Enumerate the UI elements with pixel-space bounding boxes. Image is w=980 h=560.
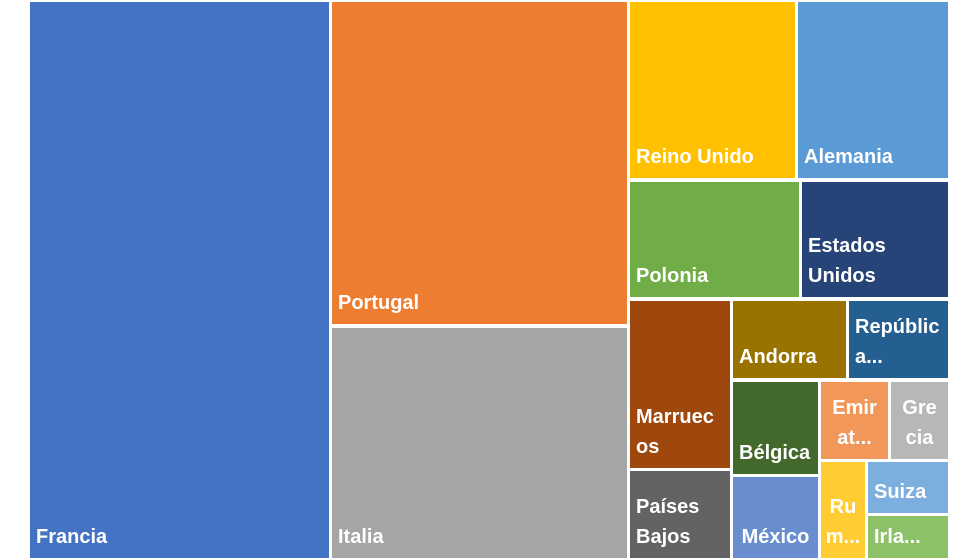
treemap-tile-label: Italia bbox=[338, 526, 384, 548]
treemap-tile-label: Países Bajos bbox=[636, 496, 700, 548]
treemap-tile-label: Irla... bbox=[874, 526, 921, 548]
treemap-tile: Emir at... bbox=[819, 380, 890, 461]
treemap-tile-label: Polonia bbox=[636, 265, 709, 287]
treemap-tile: Repúblic a... bbox=[847, 299, 950, 380]
treemap-tile: Irla... bbox=[866, 514, 950, 560]
treemap-tile-label: Emir at... bbox=[832, 397, 877, 449]
treemap-tile: Estados Unidos bbox=[800, 180, 950, 299]
treemap-tile-label: Suiza bbox=[874, 481, 927, 503]
treemap-tile: Reino Unido bbox=[628, 0, 797, 180]
treemap-tile-label: Alemania bbox=[804, 146, 893, 168]
treemap-tile: Suiza bbox=[866, 460, 950, 515]
treemap-tile-label: Francia bbox=[36, 526, 108, 548]
treemap-tile-label: Bélgica bbox=[739, 442, 811, 464]
treemap-tile: Alemania bbox=[796, 0, 950, 180]
treemap-tile-label: Marruec os bbox=[636, 406, 714, 458]
treemap-tile-label: Gre cia bbox=[902, 397, 937, 449]
treemap-tile: Portugal bbox=[330, 0, 629, 326]
treemap-tile-label: Andorra bbox=[739, 346, 817, 368]
treemap-tile: Polonia bbox=[628, 180, 801, 299]
treemap-tile: Italia bbox=[330, 326, 629, 560]
treemap-tile: Francia bbox=[28, 0, 331, 560]
treemap-tile-label: Ru m... bbox=[825, 496, 861, 548]
treemap-tile-label: Reino Unido bbox=[636, 146, 754, 168]
treemap-tile: Ru m... bbox=[819, 460, 867, 560]
treemap-tile: Bélgica bbox=[731, 380, 820, 476]
treemap-tile-label: Portugal bbox=[338, 292, 420, 314]
treemap-tile-label: México bbox=[741, 526, 810, 548]
treemap-tile: Países Bajos bbox=[628, 469, 732, 560]
treemap-tile-label: Estados Unidos bbox=[808, 235, 886, 287]
treemap-tile: Gre cia bbox=[889, 380, 950, 461]
treemap-tile-label: Repúblic a... bbox=[855, 316, 940, 368]
treemap-tile: Marruec os bbox=[628, 299, 732, 470]
treemap-tile: México bbox=[731, 475, 820, 560]
treemap-tile: Andorra bbox=[731, 299, 848, 380]
